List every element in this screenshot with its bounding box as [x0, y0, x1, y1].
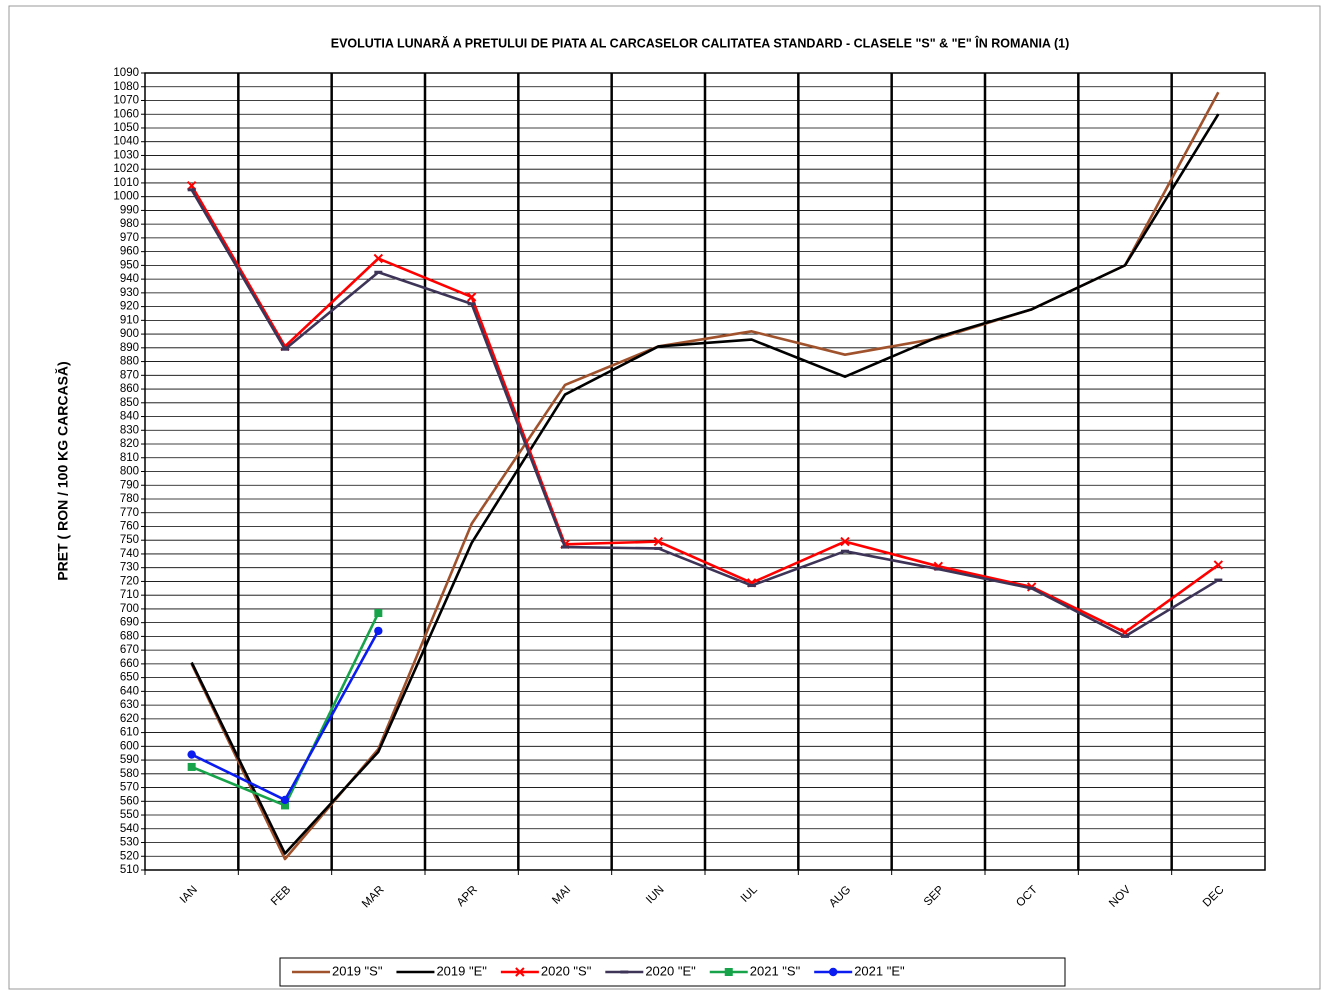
- y-tick-label: 1000: [113, 191, 139, 203]
- y-tick-label: 890: [120, 342, 139, 354]
- marker-x: [373, 253, 384, 264]
- y-tick-label: 630: [120, 699, 139, 711]
- y-tick-label: 830: [120, 424, 139, 436]
- series-line: [190, 189, 1220, 638]
- y-tick-label: 1040: [113, 136, 139, 148]
- y-tick-label: 680: [120, 630, 139, 642]
- y-tick-label: 560: [120, 795, 139, 807]
- y-tick-label: 510: [120, 864, 139, 876]
- y-axis-label: PRET ( RON / 100 KG CARCASĂ): [55, 361, 71, 580]
- marker: [281, 801, 289, 810]
- y-tick-label: 570: [120, 782, 139, 794]
- marker: [373, 253, 384, 264]
- legend-label: 2021 "S": [750, 963, 801, 978]
- y-tick-label: 820: [120, 438, 139, 450]
- y-tick-label: 1030: [113, 149, 139, 161]
- marker: [187, 750, 196, 759]
- y-tick-label: 1010: [113, 177, 139, 189]
- y-tick-label: 970: [120, 232, 139, 244]
- y-tick-label: 540: [120, 823, 139, 835]
- y-tick-label: 700: [120, 603, 139, 615]
- marker: [187, 762, 196, 771]
- marker: [515, 967, 525, 977]
- legend-label: 2019 "E": [436, 963, 487, 978]
- y-tick-label: 990: [120, 204, 139, 216]
- marker-x: [515, 967, 525, 977]
- y-tick-label: 1020: [113, 163, 139, 175]
- marker: [840, 536, 850, 547]
- y-tick-label: 980: [120, 218, 139, 230]
- y-tick-label: 760: [120, 520, 139, 532]
- marker: [653, 536, 664, 547]
- legend-label: 2019 "S": [332, 963, 383, 978]
- marker: [466, 292, 477, 302]
- marker: [280, 795, 290, 805]
- y-tick-label: 780: [120, 493, 139, 505]
- marker-x: [1213, 560, 1224, 570]
- y-tick-label: 810: [120, 452, 139, 464]
- y-tick-label: 1080: [113, 81, 139, 93]
- y-tick-label: 880: [120, 356, 139, 368]
- y-tick-label: 580: [120, 768, 139, 780]
- y-tick-label: 950: [120, 259, 139, 271]
- y-tick-label: 660: [120, 658, 139, 670]
- marker: [828, 967, 838, 977]
- marker: [724, 968, 733, 976]
- y-tick-label: 1070: [113, 95, 139, 107]
- y-tick-label: 800: [120, 466, 139, 478]
- y-tick-label: 940: [120, 273, 139, 285]
- series-line: [190, 185, 1220, 634]
- y-tick-label: 640: [120, 685, 139, 697]
- y-tick-label: 520: [120, 850, 139, 862]
- y-tick-label: 1090: [113, 67, 139, 79]
- y-tick-label: 750: [120, 534, 139, 546]
- y-tick-label: 650: [120, 672, 139, 684]
- y-tick-label: 870: [120, 369, 139, 381]
- y-tick-label: 710: [120, 589, 139, 601]
- y-tick-label: 670: [120, 644, 139, 656]
- y-tick-label: 790: [120, 479, 139, 491]
- y-tick-label: 850: [120, 397, 139, 409]
- y-tick-label: 770: [120, 507, 139, 519]
- y-tick-label: 610: [120, 727, 139, 739]
- y-tick-label: 550: [120, 809, 139, 821]
- y-tick-label: 900: [120, 328, 139, 340]
- series-line: [190, 113, 1220, 855]
- legend-label: 2021 "E": [854, 963, 905, 978]
- legend-label: 2020 "E": [645, 963, 696, 978]
- y-tick-label: 730: [120, 562, 139, 574]
- marker-x: [466, 292, 477, 302]
- marker: [374, 609, 383, 618]
- y-tick-label: 840: [120, 411, 139, 423]
- y-tick-label: 1050: [113, 122, 139, 134]
- legend: 2019 "S" 2019 "E" 2020 "S" 2020 "E" 2021 "S"…: [279, 957, 1066, 987]
- legend-label: 2020 "S": [541, 963, 592, 978]
- y-tick-label: 590: [120, 754, 139, 766]
- y-tick-label: 620: [120, 713, 139, 725]
- marker-x: [840, 536, 850, 547]
- chart-title: EVOLUTIA LUNARĂ A PRETULUI DE PIATA AL C…: [331, 35, 1070, 50]
- y-tick-label: 600: [120, 740, 139, 752]
- y-tick-label: 860: [120, 383, 139, 395]
- marker: [374, 626, 383, 636]
- y-tick-label: 690: [120, 617, 139, 629]
- marker: [1213, 560, 1224, 570]
- y-tick-label: 1060: [113, 108, 139, 120]
- y-tick-label: 720: [120, 575, 139, 587]
- y-tick-label: 930: [120, 287, 139, 299]
- y-tick-label: 920: [120, 301, 139, 313]
- y-tick-label: 910: [120, 314, 139, 326]
- marker-x: [653, 536, 664, 547]
- chart-frame: [8, 5, 1321, 990]
- y-tick-label: 960: [120, 246, 139, 258]
- y-tick-label: 740: [120, 548, 139, 560]
- y-tick-label: 530: [120, 837, 139, 849]
